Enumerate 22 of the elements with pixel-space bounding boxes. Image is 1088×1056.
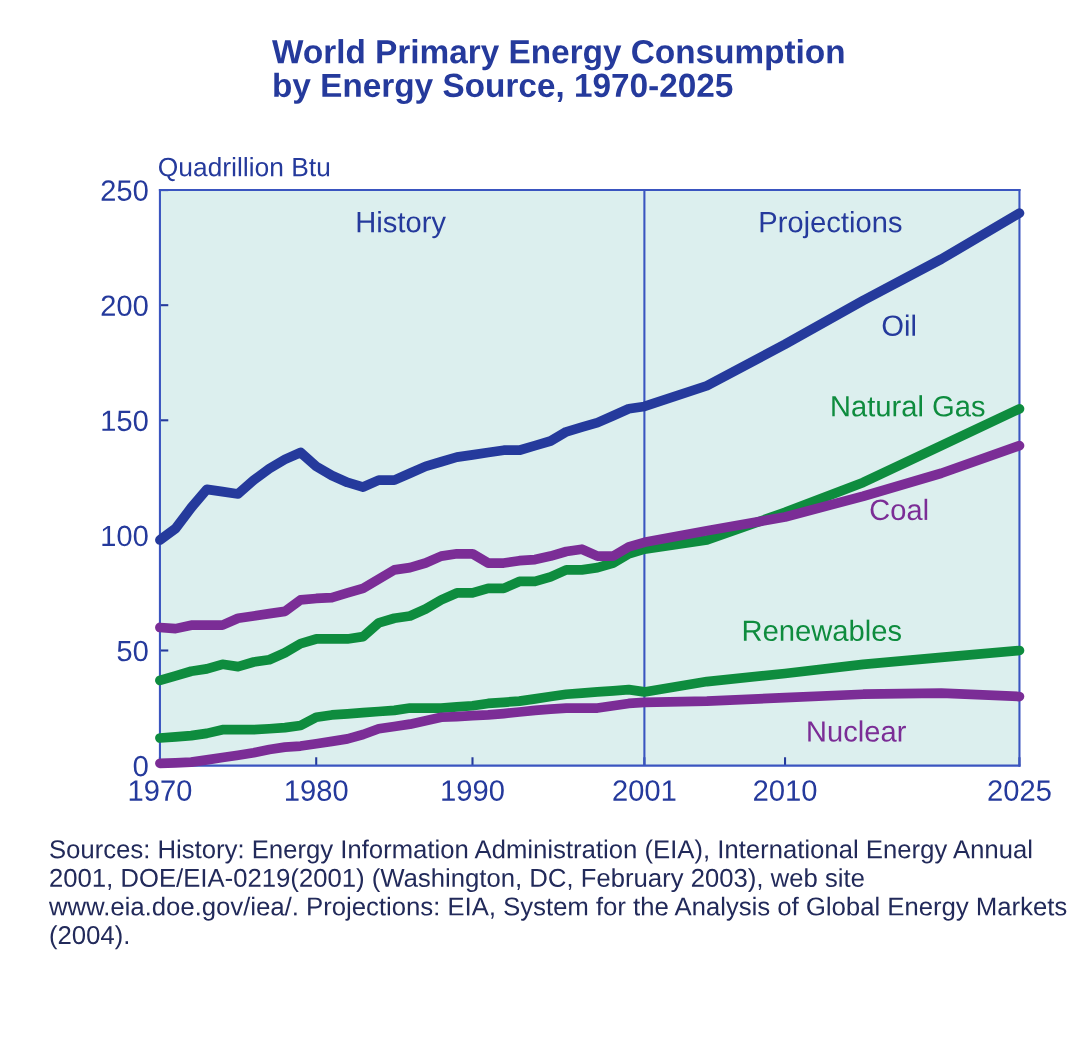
source-note: Sources: History: Energy Information Administration (EIA), International Energy Annual 2001, DOE/EIA-0219(2001) (Washington, DC, February 2003), web site www.eia.doe.gov/iea/. Projections: EIA, System for the Analysis of Global Energy Markets (2004). <box>48 839 1067 950</box>
x-tick-label: 1980 <box>286 780 348 801</box>
y-tick-label: 250 <box>101 180 148 201</box>
series-label: Natural Gas <box>832 395 985 417</box>
y-tick-label: 100 <box>102 525 148 547</box>
series-label: Nuclear <box>808 720 906 742</box>
series-label: Renewables <box>743 619 901 642</box>
annotation: Projections <box>760 211 902 239</box>
series-label: Coal <box>870 498 928 521</box>
y-tick-label: 50 <box>117 640 148 662</box>
y-tick-label: 200 <box>101 295 148 317</box>
x-tick-label: 2001 <box>613 780 676 801</box>
x-tick-label: 1990 <box>442 780 504 801</box>
x-tick-label: 2025 <box>988 780 1051 801</box>
chart-title: World Primary Energy Consumption by Energy Source, 1970-2025 <box>272 39 844 104</box>
y-tick-label: 0 <box>133 755 148 777</box>
x-tick-label: 1970 <box>129 780 192 801</box>
annotation: History <box>357 211 446 239</box>
y-axis-title: Quadrillion Btu <box>159 157 330 182</box>
series-label: Oil <box>882 314 915 337</box>
x-tick-label: 2010 <box>754 780 817 801</box>
y-tick-label: 150 <box>102 410 148 432</box>
